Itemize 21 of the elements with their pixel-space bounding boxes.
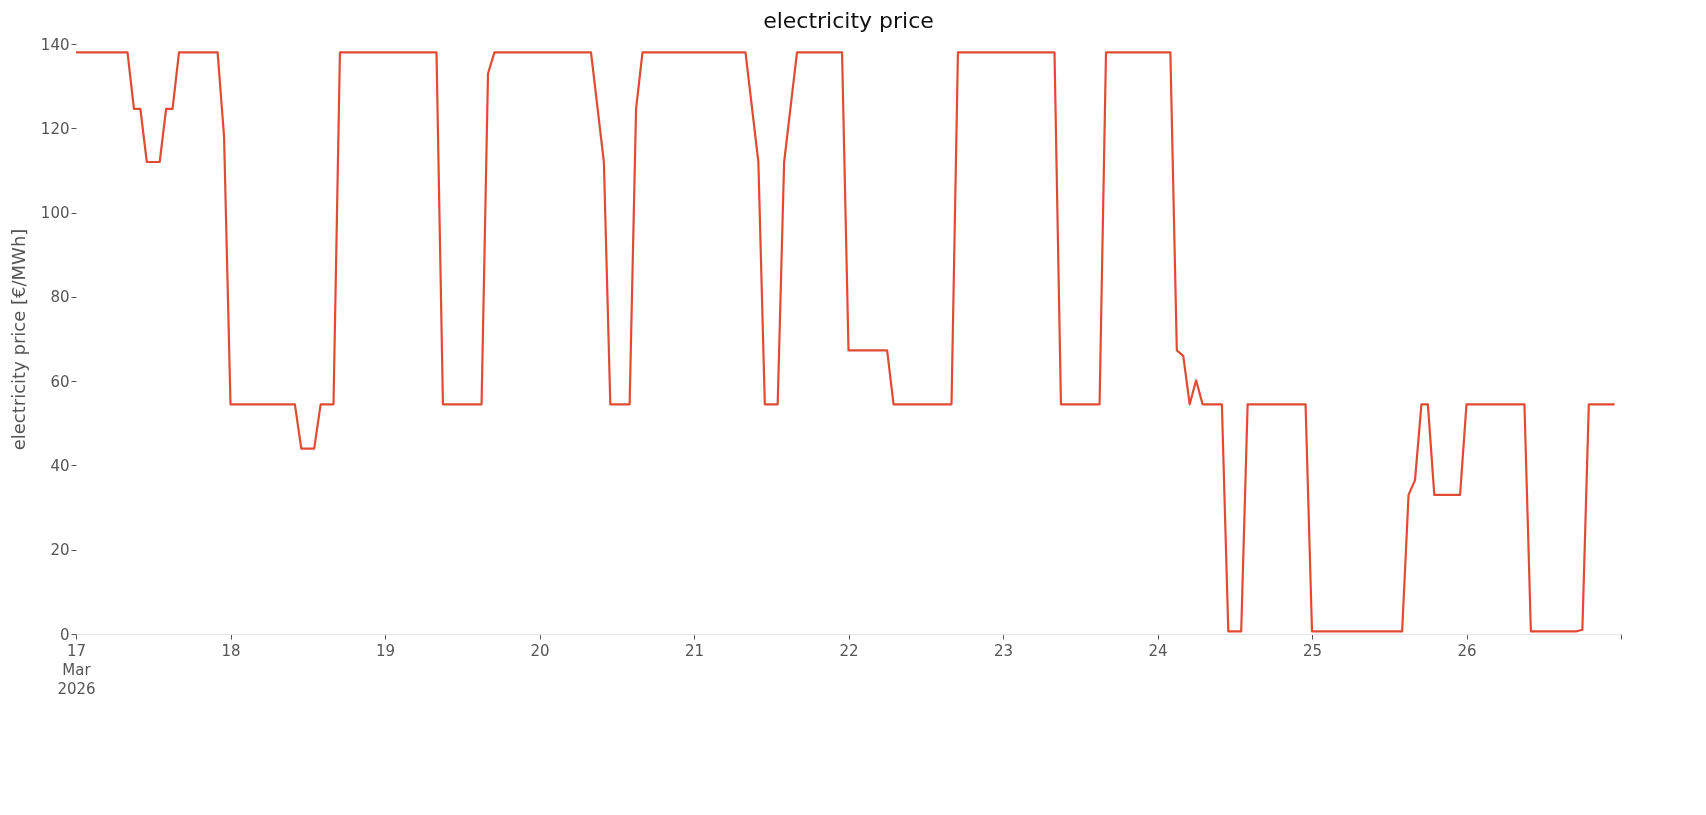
x-tick-label: 19: [375, 641, 396, 660]
x-tick-label: 17 Mar 2026: [57, 641, 96, 698]
line-series: [74, 51, 1616, 633]
y-tick-label: 60: [50, 372, 70, 391]
chart-title: electricity price: [763, 8, 934, 33]
x-tick-label: 21: [684, 641, 705, 660]
y-tick-label: 0: [59, 625, 70, 644]
y-tick-label: 120: [40, 119, 70, 138]
x-tick-label: 26: [1457, 641, 1477, 660]
x-tick-label: 22: [839, 641, 859, 660]
x-tick-label: 18: [221, 641, 241, 660]
y-tick-label: 140: [40, 35, 70, 54]
y-tick-label: 100: [40, 204, 70, 223]
y-axis-title: electricity price [€/MWh]: [7, 228, 29, 451]
y-tick-label: 80: [50, 288, 70, 307]
x-tick-label: 25: [1302, 641, 1323, 660]
x-tick-label: 23: [993, 641, 1014, 660]
x-tick-label: 20: [530, 641, 550, 660]
x-tick-label: 24: [1148, 641, 1168, 660]
y-tick-label: 40: [50, 456, 70, 475]
y-tick-label: 20: [50, 541, 70, 560]
